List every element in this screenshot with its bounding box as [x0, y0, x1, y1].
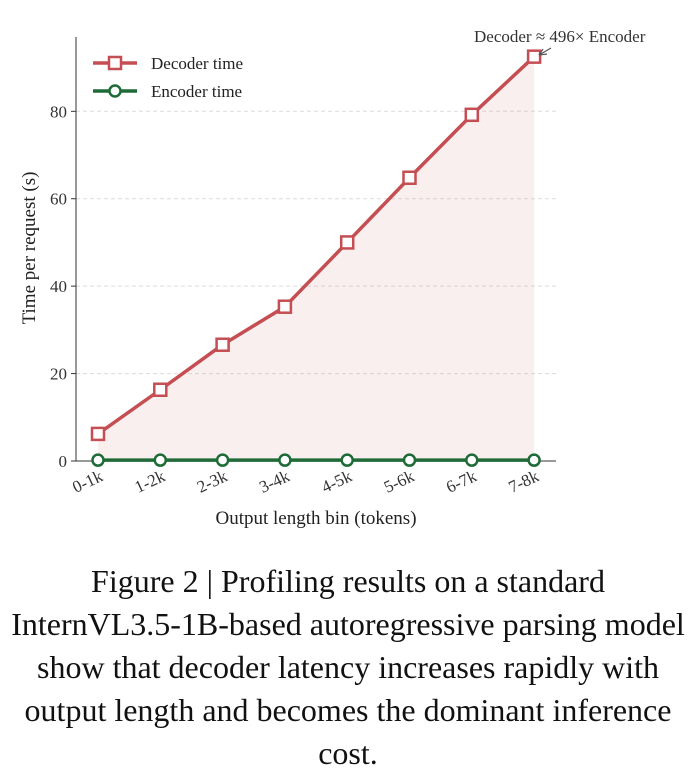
x-tick-label: 3-4k — [256, 466, 293, 497]
y-tick-label: 60 — [50, 190, 67, 209]
legend-square-marker — [107, 55, 123, 71]
decoder-point — [90, 426, 106, 442]
decoder-area-fill — [98, 56, 535, 461]
decoder-point — [402, 170, 417, 186]
series-lines — [96, 55, 536, 462]
decoder-point — [526, 49, 542, 64]
x-tick-label: 0-1k — [69, 466, 106, 497]
x-tick-label: 2-3k — [194, 466, 231, 497]
x-tick-label: 4-5k — [319, 466, 356, 497]
decoder-point — [277, 299, 293, 314]
encoder-point — [278, 453, 292, 467]
legend-label: Encoder time — [151, 82, 242, 101]
y-ticks: 0 20 40 60 80 — [50, 102, 76, 471]
y-tick-label: 40 — [50, 277, 67, 296]
annotation-arrow — [538, 47, 552, 56]
series-line-decoder — [96, 55, 536, 436]
legend-label: Decoder time — [151, 54, 243, 73]
x-tick-label: 5-6k — [381, 466, 418, 497]
y-axis-label: Time per request (s) — [19, 172, 40, 325]
x-tick-label: 6-7k — [443, 466, 480, 497]
x-tick-label: 7-8k — [506, 466, 543, 497]
y-tick-label: 80 — [50, 102, 67, 121]
decoder-point — [153, 382, 168, 398]
encoder-point — [153, 453, 168, 467]
line-chart: 0 20 40 60 80 0-1k 1-2k 2-3k 3-4k 4-5k 5-6k 6-7k 7-… — [19, 27, 646, 529]
annotation-arrowhead — [538, 48, 548, 56]
encoder-point — [340, 453, 354, 467]
decoder-point — [215, 337, 230, 352]
series-markers — [90, 49, 542, 467]
y-tick-label: 20 — [50, 365, 67, 384]
encoder-point — [91, 453, 105, 467]
ratio-annotation: Decoder ≈ 496× Encoder — [474, 27, 646, 46]
figure-caption: Figure 2 | Profiling results on a standa… — [11, 563, 685, 771]
encoder-point — [402, 453, 417, 467]
legend-circle-marker — [108, 84, 122, 98]
x-tick-label: 1-2k — [132, 466, 169, 497]
decoder-point — [339, 235, 355, 250]
encoder-point — [215, 453, 230, 467]
encoder-point — [465, 453, 479, 467]
y-tick-label: 0 — [59, 452, 68, 471]
legend: Decoder time Encoder time — [93, 54, 243, 101]
x-axis-label: Output length bin (tokens) — [215, 508, 416, 529]
encoder-point — [527, 453, 541, 467]
decoder-point — [464, 107, 480, 123]
